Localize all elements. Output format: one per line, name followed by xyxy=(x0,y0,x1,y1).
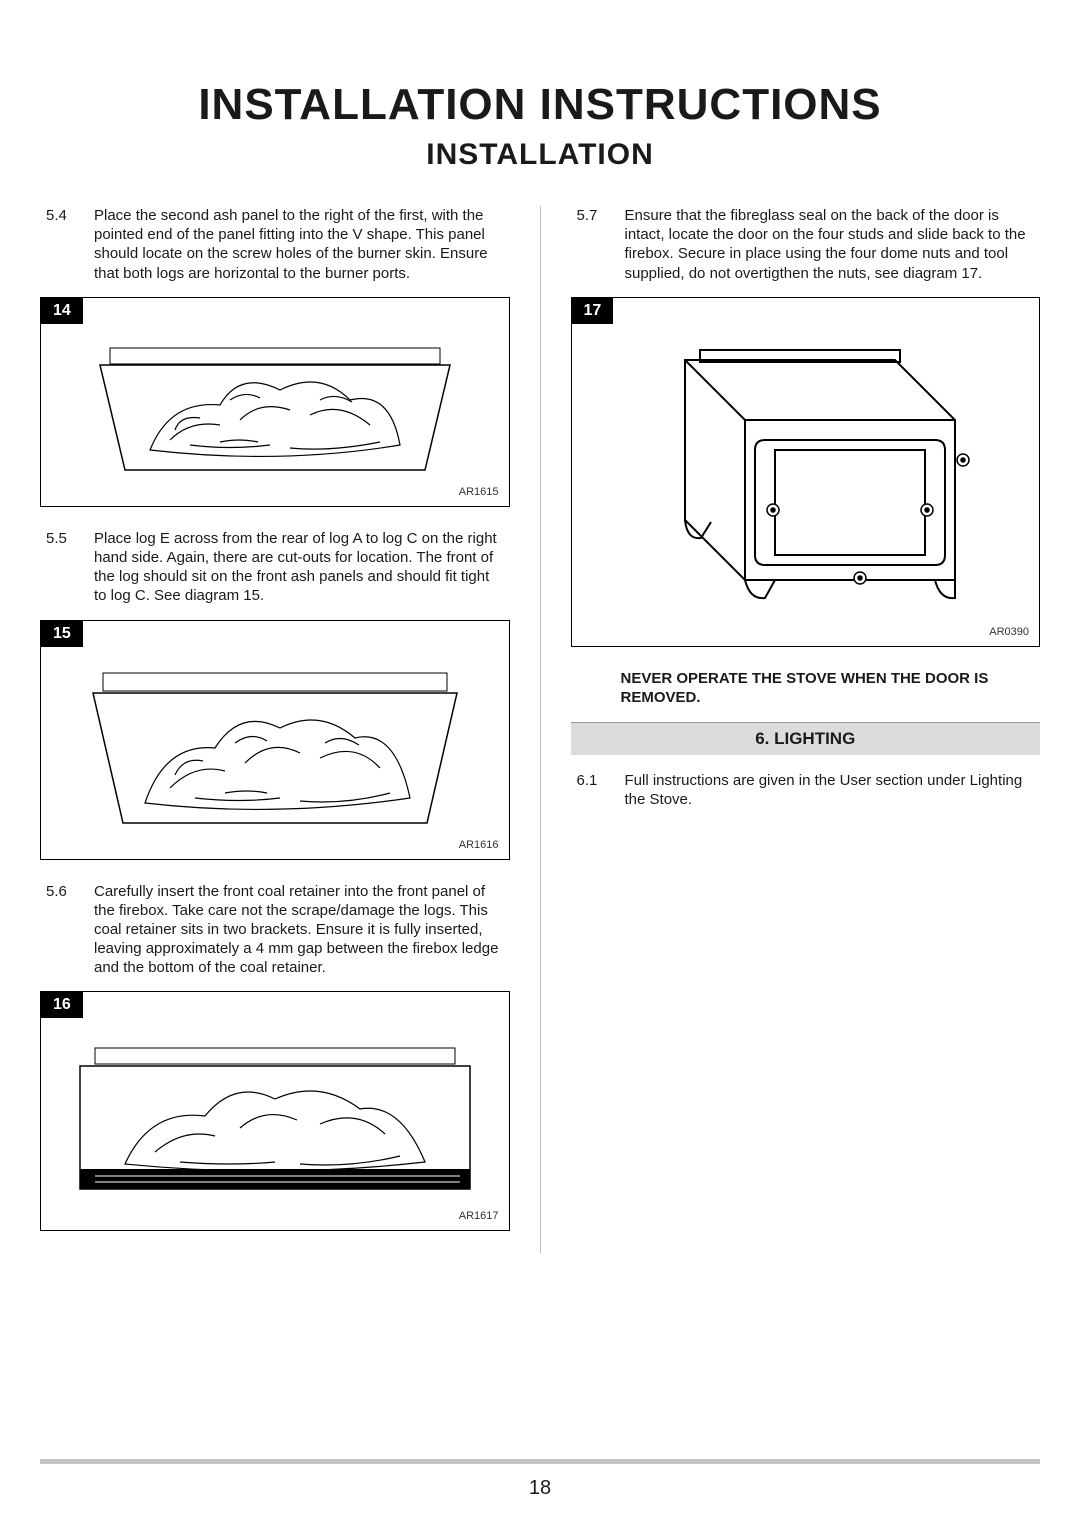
diagram-tag: 14 xyxy=(41,298,83,324)
footer-rule xyxy=(40,1459,1040,1464)
diagram-17: 17 xyxy=(571,297,1041,647)
diagram-ref: AR0390 xyxy=(989,626,1029,638)
left-column: 5.4 Place the second ash panel to the ri… xyxy=(40,206,510,1253)
instruction-6-1: 6.1 Full instructions are given in the U… xyxy=(571,771,1041,809)
diagram-ref: AR1615 xyxy=(459,486,499,498)
diagram-tag: 17 xyxy=(572,298,614,324)
instr-num: 5.4 xyxy=(46,206,80,283)
diagram-16-illustration xyxy=(65,1024,485,1204)
diagram-16: 16 AR1617 xyxy=(40,991,510,1231)
instr-text: Place the second ash panel to the right … xyxy=(94,206,504,283)
diagram-17-illustration xyxy=(615,330,995,620)
diagram-15: 15 AR1616 xyxy=(40,620,510,860)
instr-num: 5.7 xyxy=(577,206,611,283)
content-columns: 5.4 Place the second ash panel to the ri… xyxy=(40,206,1040,1253)
page-title-sub: INSTALLATION xyxy=(40,138,1040,172)
diagram-ref: AR1616 xyxy=(459,839,499,851)
instruction-5-4: 5.4 Place the second ash panel to the ri… xyxy=(40,206,510,283)
page-number: 18 xyxy=(0,1477,1080,1500)
page-title-main: INSTALLATION INSTRUCTIONS xyxy=(40,80,1040,130)
right-column: 5.7 Ensure that the fibreglass seal on t… xyxy=(571,206,1041,1253)
section-6-heading: 6. LIGHTING xyxy=(571,722,1041,755)
instr-num: 5.5 xyxy=(46,529,80,606)
instruction-5-6: 5.6 Carefully insert the front coal reta… xyxy=(40,882,510,978)
column-divider xyxy=(540,206,541,1253)
diagram-14-illustration xyxy=(80,330,470,480)
instruction-5-7: 5.7 Ensure that the fibreglass seal on t… xyxy=(571,206,1041,283)
diagram-14: 14 AR1615 xyxy=(40,297,510,507)
instr-text: Place log E across from the rear of log … xyxy=(94,529,504,606)
diagram-tag: 15 xyxy=(41,621,83,647)
diagram-tag: 16 xyxy=(41,992,83,1018)
instr-num: 5.6 xyxy=(46,882,80,978)
instr-text: Full instructions are given in the User … xyxy=(625,771,1035,809)
instr-num: 6.1 xyxy=(577,771,611,809)
instr-text: Carefully insert the front coal retainer… xyxy=(94,882,504,978)
diagram-ref: AR1617 xyxy=(459,1210,499,1222)
diagram-15-illustration xyxy=(75,653,475,833)
instruction-5-5: 5.5 Place log E across from the rear of … xyxy=(40,529,510,606)
instr-text: Ensure that the fibreglass seal on the b… xyxy=(625,206,1035,283)
warning-text: NEVER OPERATE THE STOVE WHEN THE DOOR IS… xyxy=(571,669,1041,708)
